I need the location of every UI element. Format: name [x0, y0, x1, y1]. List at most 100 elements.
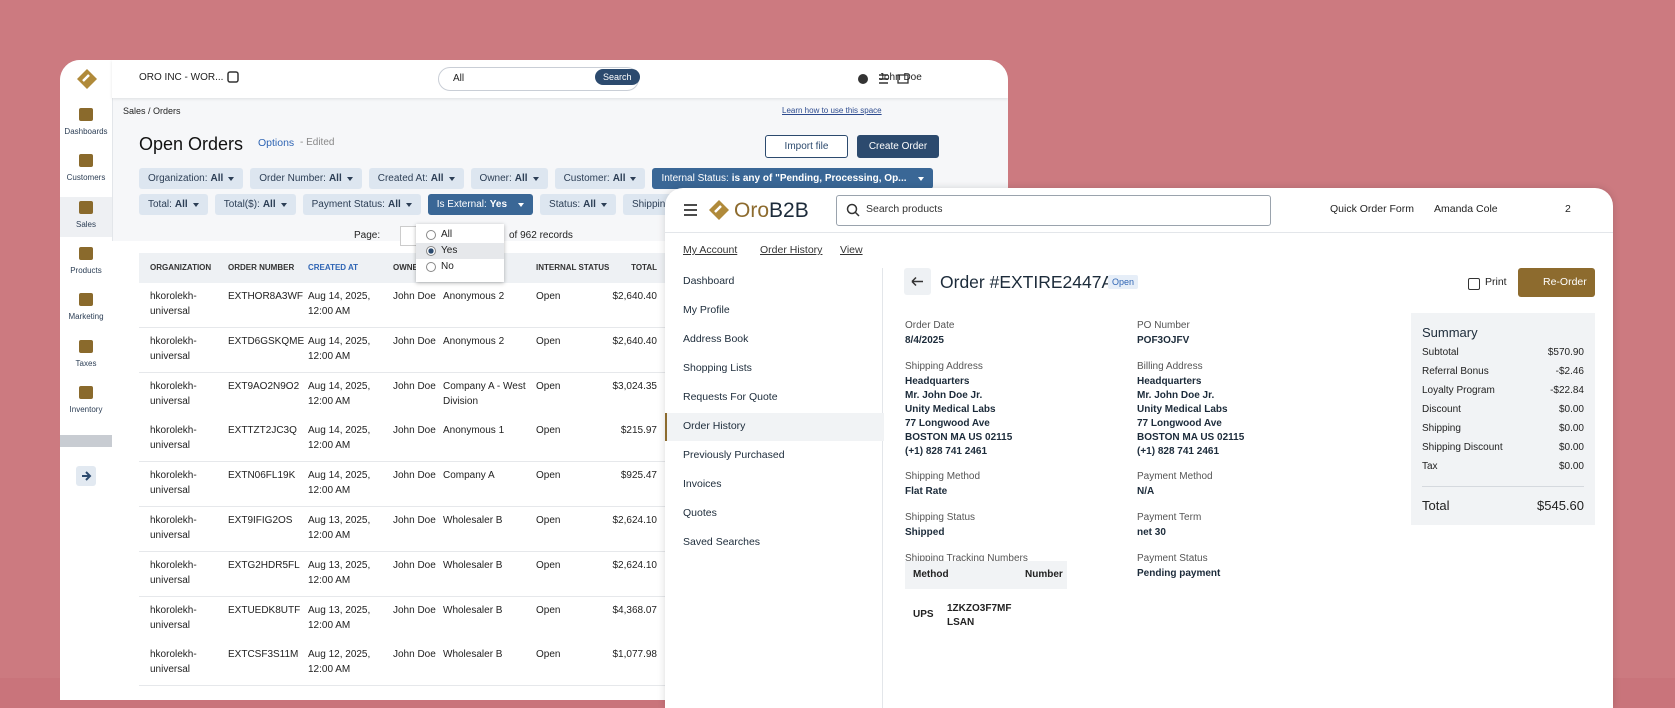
options-note: - Edited: [300, 137, 335, 148]
search-scope[interactable]: All: [453, 73, 465, 84]
sidebar-label[interactable]: Inventory: [69, 404, 103, 414]
caret: [346, 177, 353, 184]
summary-divider: [1422, 486, 1584, 487]
pin-icon[interactable]: [227, 71, 239, 83]
print-icon: [1468, 278, 1480, 290]
sidebar-icon: [79, 108, 93, 121]
option-label: No: [441, 261, 454, 272]
filter-chip[interactable]: Total: All: [139, 194, 208, 215]
table-cell: Aug 13, 2025, 12:00 AM: [308, 559, 371, 586]
caret: [630, 177, 637, 184]
table-cell: Open: [536, 380, 561, 392]
back-button[interactable]: [904, 268, 931, 295]
order-status: Open: [1108, 275, 1139, 289]
column-header[interactable]: CREATED AT: [308, 263, 359, 272]
table-cell: $3,024.35: [612, 380, 658, 392]
filter-chip[interactable]: Order Number: All: [250, 168, 362, 189]
account-menu-item[interactable]: Saved Searches: [683, 536, 761, 548]
table-cell: John Doe: [393, 425, 436, 437]
table-cell: John Doe: [393, 335, 436, 347]
filter-value: All: [210, 173, 224, 184]
expand-button[interactable]: [76, 466, 96, 486]
account-menu-item[interactable]: Requests For Quote: [683, 391, 778, 403]
action-button[interactable]: Create Order: [857, 135, 939, 158]
table-cell: Anonymous 1: [443, 425, 505, 437]
account-menu-item[interactable]: Previously Purchased: [683, 449, 785, 461]
account-menu-item[interactable]: Shopping Lists: [683, 362, 752, 374]
field-value: Shipped: [905, 527, 945, 538]
user-menu[interactable]: Amanda Cole: [1434, 203, 1498, 215]
column-header[interactable]: ORGANIZATION: [150, 263, 212, 272]
hamburger[interactable]: [683, 203, 699, 217]
summary-box: [1411, 313, 1595, 525]
account-menu-item[interactable]: Quotes: [683, 507, 717, 519]
product-search[interactable]: [836, 195, 1271, 226]
help-link[interactable]: Learn how to use this space: [782, 106, 882, 115]
filter-chip[interactable]: Customer: All: [554, 168, 646, 189]
table-cell: Open: [536, 649, 561, 661]
table-cell: Aug 14, 2025, 12:00 AM: [308, 335, 371, 362]
tracking-column: Method: [913, 569, 949, 580]
field-value: N/A: [1137, 486, 1155, 497]
sidebar-label[interactable]: Sales: [75, 219, 96, 229]
field-label: Shipping Status: [905, 512, 976, 523]
cart-count[interactable]: 2: [1565, 203, 1571, 215]
breadcrumb-link[interactable]: My Account: [683, 244, 738, 256]
filter-chip[interactable]: Internal Status: is any of "Pending, Proc…: [652, 168, 933, 189]
filter-chip[interactable]: Is External: Yes: [427, 194, 534, 215]
account-menu-item[interactable]: Order History: [683, 420, 746, 432]
table-cell: EXTUEDK8UTF: [228, 604, 301, 616]
filter-chip[interactable]: Organization: All: [139, 168, 244, 189]
account-menu-item[interactable]: Invoices: [683, 478, 722, 490]
user-menu[interactable]: John Doe: [879, 72, 922, 83]
admin-sidebar: [60, 60, 113, 700]
dropdown-option[interactable]: Yes: [416, 243, 504, 259]
options-link[interactable]: Options: [258, 137, 295, 149]
table-cell: Open: [536, 559, 561, 571]
sidebar-label[interactable]: Products: [70, 265, 102, 275]
table-cell: John Doe: [393, 604, 436, 616]
print-button[interactable]: Print: [1485, 276, 1507, 288]
breadcrumb-link[interactable]: Order History: [760, 244, 823, 256]
column-header[interactable]: TOTAL: [631, 263, 657, 272]
organization-switcher[interactable]: ORO INC - WOR...: [139, 72, 224, 83]
summary-label: Loyalty Program: [1422, 385, 1495, 396]
action-button[interactable]: Import file: [765, 135, 848, 158]
column-header[interactable]: ORDER NUMBER: [228, 263, 295, 272]
table-cell: EXTN06FL19K: [228, 470, 296, 482]
quick-order-link[interactable]: Quick Order Form: [1330, 203, 1415, 215]
sidebar-label[interactable]: Marketing: [68, 312, 104, 322]
filter-chip[interactable]: Created At: All: [368, 168, 464, 189]
sidebar-label[interactable]: Taxes: [75, 358, 97, 368]
table-cell: John Doe: [393, 649, 436, 661]
reorder-button[interactable]: [1518, 268, 1595, 297]
breadcrumb-link[interactable]: View: [840, 244, 863, 256]
table-cell: Aug 14, 2025, 12:00 AM: [308, 470, 371, 497]
search-button[interactable]: Search: [595, 69, 640, 85]
table-cell: EXTTZT2JC3Q: [228, 425, 297, 437]
table-cell: EXTD6GSKQME: [228, 335, 305, 347]
filter-chip[interactable]: Status: All: [540, 194, 616, 215]
table-cell: $2,624.10: [612, 515, 658, 526]
sidebar-label[interactable]: Dashboards: [64, 127, 108, 136]
column-header[interactable]: OWNER: [393, 263, 424, 272]
filter-chip[interactable]: Payment Status: All: [302, 194, 421, 215]
dropdown-option[interactable]: No: [416, 259, 504, 275]
field-label: PO Number: [1137, 320, 1190, 331]
search-placeholder: Search products: [866, 203, 943, 215]
breadcrumb: Sales / Orders: [123, 106, 181, 116]
radio: [426, 230, 436, 240]
filter-chip[interactable]: Total($): All: [214, 194, 296, 215]
account-menu-item[interactable]: My Profile: [683, 304, 730, 316]
sidebar-label[interactable]: Customers: [66, 173, 106, 183]
scroll-indicator: [60, 435, 112, 447]
account-menu-item[interactable]: Dashboard: [683, 275, 735, 287]
field-value: net 30: [1137, 527, 1166, 538]
table-cell: Company A: [443, 470, 495, 482]
column-header[interactable]: INTERNAL STATUS: [536, 263, 610, 272]
filter-chip[interactable]: Owner: All: [470, 168, 548, 189]
reorder-label[interactable]: Re-Order: [1543, 276, 1587, 288]
account-menu-item[interactable]: Address Book: [683, 333, 749, 345]
dropdown-option[interactable]: All: [416, 227, 504, 243]
field-value: Mr. John Doe Jr.: [1137, 390, 1215, 401]
